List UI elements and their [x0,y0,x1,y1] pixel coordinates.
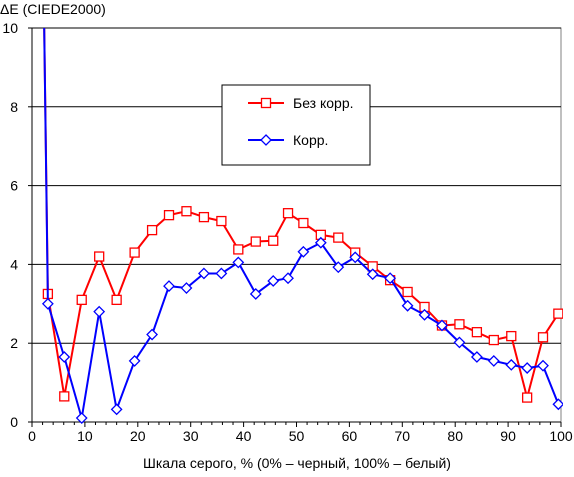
x-tick-label: 40 [236,428,252,444]
data-point [282,208,294,219]
legend-label: Корр. [293,132,328,148]
data-point [129,247,140,258]
legend-box [221,84,371,166]
x-tick-label: 60 [342,428,358,444]
data-point [384,272,397,285]
data-point [471,327,483,338]
data-point [487,355,500,367]
x-tick-label: 100 [549,428,573,444]
data-point [267,275,280,287]
data-point [436,319,448,332]
data-point [314,236,327,249]
data-point [282,272,294,285]
data-point [401,299,414,312]
y-tick-label: 0 [10,414,18,430]
data-point [333,232,344,243]
data-point [332,261,345,274]
legend-label: Без корр. [293,95,354,111]
data-point [93,305,106,318]
data-point [537,332,549,343]
data-point [163,209,175,221]
data-point [146,328,159,341]
data-point [215,267,228,280]
data-point [111,294,122,306]
data-point [233,244,244,255]
series-2 [41,27,563,424]
x-axis-title: Шкала серого, % (0% – черный, 100% – бел… [143,455,451,471]
data-point [366,268,379,281]
data-point [110,403,123,416]
data-point [181,206,192,217]
data-point [198,211,210,223]
data-point [58,351,71,363]
data-point [128,355,141,367]
y-axis-title: ΔE (CIEDE2000) [0,1,106,17]
data-point [180,282,193,294]
data-point [298,217,309,229]
x-tick-label: 10 [77,428,93,444]
legend-item: Без корр. [248,95,354,111]
y-tick-label: 8 [10,99,18,115]
x-tick-label: 0 [28,428,36,444]
legend-marker [260,134,272,146]
data-point [453,336,466,349]
legend-marker [260,97,272,109]
data-point [521,392,533,403]
data-point [232,256,245,269]
data-point [552,398,563,411]
data-point [454,319,465,330]
y-tick-label: 10 [2,20,18,36]
x-tick-label: 30 [183,428,199,444]
data-point [94,251,105,262]
data-point [418,308,431,321]
data-point [553,308,563,319]
data-point [75,412,88,424]
x-tick-label: 90 [500,428,516,444]
data-point [76,294,87,306]
legend-item: Корр. [248,132,328,148]
data-point [297,245,310,258]
data-point [488,334,499,346]
data-point [505,358,518,371]
data-point [250,236,261,247]
data-point [198,267,210,280]
y-tick-label: 6 [10,178,18,194]
data-point [470,351,483,363]
y-tick-label: 4 [10,256,18,272]
legend: Без корр. Корр. [221,84,371,166]
data-point [521,362,534,374]
data-point [59,391,70,402]
data-point [537,359,549,372]
data-point [216,215,227,227]
data-point [163,280,175,292]
data-point [402,286,413,298]
data-point [146,224,158,236]
data-point [506,330,517,342]
data-point [41,297,54,310]
data-point [268,235,279,246]
y-tick-label: 2 [10,335,18,351]
x-tick-label: 50 [289,428,305,444]
data-point [349,251,362,264]
data-point [249,288,262,300]
x-tick-label: 20 [130,428,146,444]
x-tick-label: 70 [395,428,411,444]
x-tick-label: 80 [447,428,463,444]
